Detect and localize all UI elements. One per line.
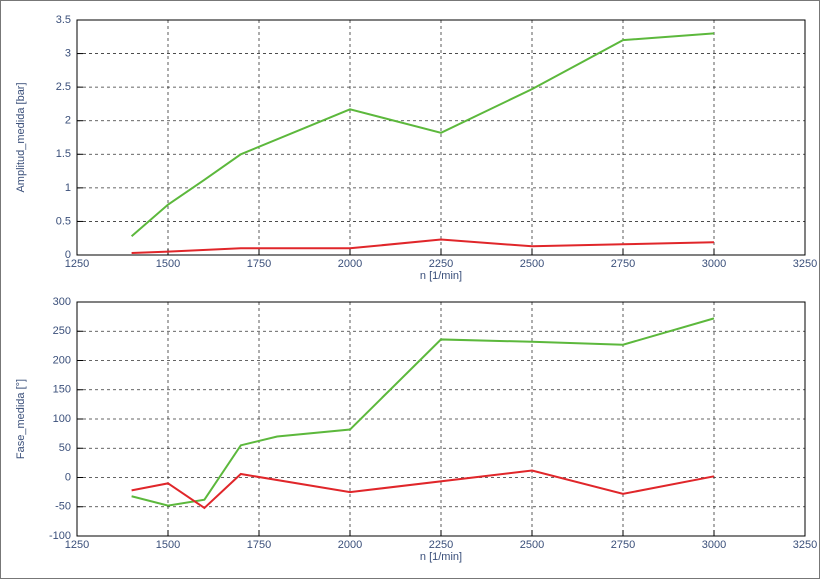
- x-tick-label: 1500: [156, 258, 180, 270]
- y-tick-label: 150: [53, 384, 71, 396]
- y-tick-label: 3: [65, 47, 71, 59]
- x-tick-label: 1250: [65, 258, 89, 270]
- plot-border: [76, 301, 806, 537]
- y-tick-label: 3.5: [56, 14, 71, 26]
- y-tick-label: 1.5: [56, 148, 71, 160]
- x-tick-label: 2750: [611, 539, 635, 551]
- x-tick-label: 2250: [429, 258, 453, 270]
- y-tick-label: 0.5: [56, 215, 71, 227]
- y-tick-label: 1: [65, 182, 71, 194]
- x-tick-label: 1500: [156, 539, 180, 551]
- y-tick-label: 0: [65, 249, 71, 261]
- y-tick-label: -100: [49, 530, 71, 542]
- y-tick-label: 250: [53, 325, 71, 337]
- y-axis-title: Amplitud_medida [bar]: [15, 82, 27, 192]
- plot-area: [77, 20, 805, 255]
- plot-border: [76, 19, 806, 256]
- x-tick-label: 3250: [793, 539, 817, 551]
- y-axis-title: Fase_medida [°]: [15, 379, 27, 459]
- y-tick-label: 300: [53, 296, 71, 308]
- y-tick-label: 2: [65, 115, 71, 127]
- x-tick-label: 2000: [338, 258, 362, 270]
- x-tick-label: 3000: [702, 539, 726, 551]
- x-tick-label: 1750: [247, 258, 271, 270]
- y-tick-label: 200: [53, 354, 71, 366]
- x-tick-label: 3250: [793, 258, 817, 270]
- y-tick-label: -50: [55, 501, 71, 513]
- x-tick-label: 2000: [338, 539, 362, 551]
- x-axis-title: n [1/min]: [420, 270, 462, 282]
- line-series: [130, 32, 715, 237]
- x-tick-label: 2250: [429, 539, 453, 551]
- line-series: [131, 238, 715, 254]
- line-series: [131, 317, 715, 507]
- x-axis-title: n [1/min]: [420, 551, 462, 563]
- y-tick-label: 2.5: [56, 81, 71, 93]
- line-series: [131, 469, 715, 510]
- x-tick-label: 2500: [520, 258, 544, 270]
- y-tick-label: 100: [53, 413, 71, 425]
- x-tick-label: 1250: [65, 539, 89, 551]
- x-tick-label: 3000: [702, 258, 726, 270]
- x-tick-label: 1750: [247, 539, 271, 551]
- x-tick-label: 2500: [520, 539, 544, 551]
- y-tick-label: 0: [65, 471, 71, 483]
- x-tick-label: 2750: [611, 258, 635, 270]
- y-tick-label: 50: [59, 442, 71, 454]
